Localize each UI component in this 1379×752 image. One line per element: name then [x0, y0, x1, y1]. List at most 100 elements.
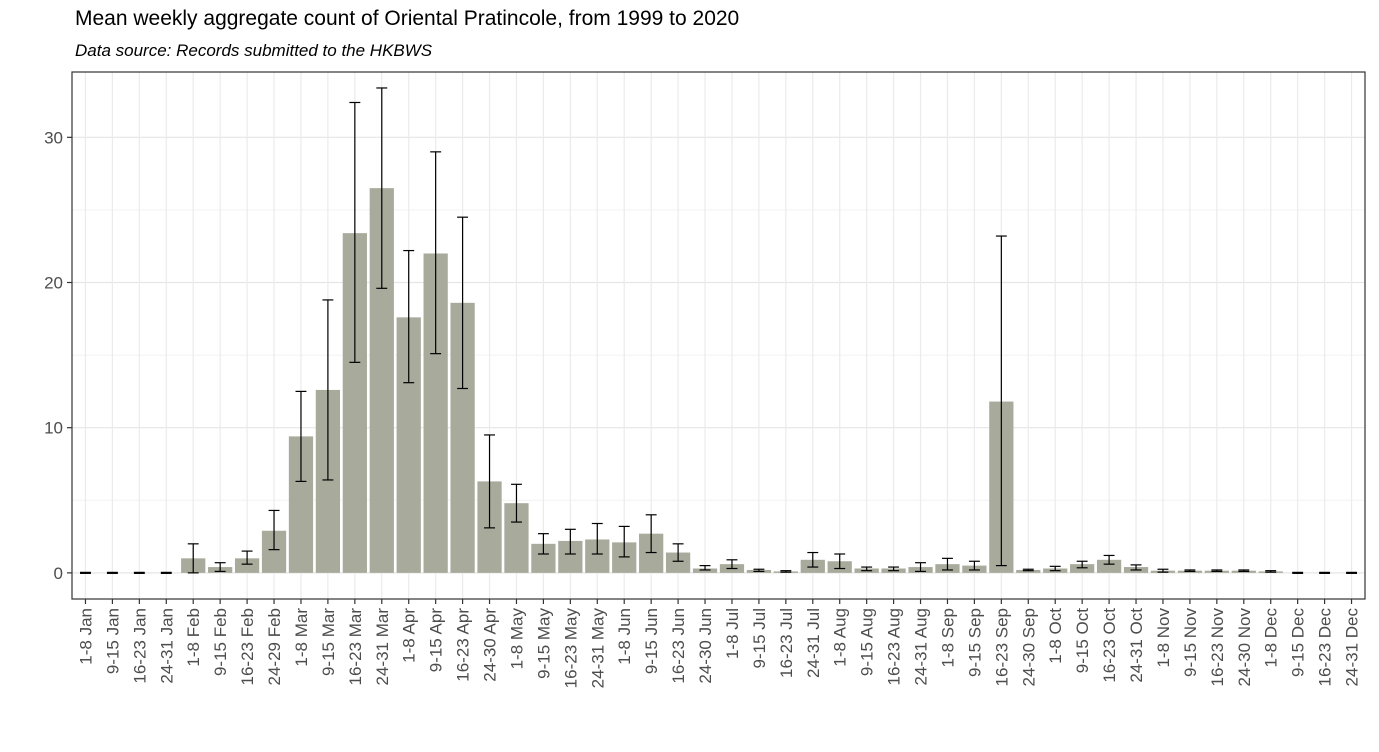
x-tick-label: 24-30 Apr	[481, 608, 500, 682]
x-tick-label: 1-8 Dec	[1262, 608, 1281, 668]
error-bar	[564, 528, 576, 555]
y-tick-label: 10	[44, 419, 63, 438]
x-tick-label: 24-30 Jun	[696, 608, 715, 684]
error-bar	[672, 543, 684, 562]
x-tick-label: 24-31 May	[588, 608, 607, 689]
error-bar	[699, 565, 711, 571]
error-bar	[403, 249, 415, 384]
error-bar	[942, 557, 953, 571]
x-tick-label: 16-23 Jul	[777, 608, 796, 678]
x-tick-label: 24-30 Nov	[1235, 608, 1254, 687]
error-bar	[1103, 554, 1115, 565]
x-tick-label: 9-15 Aug	[858, 608, 877, 676]
x-tick-label: 16-23 Dec	[1316, 608, 1335, 687]
x-tick-label: 16-23 Mar	[346, 608, 365, 686]
x-tick-label: 1-8 Sep	[938, 608, 957, 668]
x-tick-label: 16-23 Jan	[130, 608, 149, 684]
x-tick-label: 1-8 Jul	[723, 608, 742, 659]
error-bar	[915, 562, 926, 573]
error-bar	[241, 550, 253, 565]
x-tick-label: 24-31 Jul	[804, 608, 823, 678]
error-bar	[995, 235, 1007, 567]
x-tick-label: 9-15 Oct	[1073, 608, 1092, 673]
x-tick-label: 9-15 Mar	[319, 608, 338, 676]
x-tick-label: 9-15 Apr	[427, 608, 446, 673]
bar	[1016, 569, 1041, 573]
plot-background	[72, 72, 1365, 599]
error-bar	[1022, 568, 1034, 572]
x-tick-label: 16-23 Feb	[238, 608, 257, 686]
x-tick-label: 9-15 Dec	[1289, 608, 1308, 677]
x-tick-label: 24-31 Oct	[1127, 608, 1146, 683]
y-tick-label: 30	[44, 128, 63, 147]
error-bar	[457, 216, 469, 390]
error-bar	[349, 101, 361, 363]
x-tick-label: 1-8 Mar	[292, 608, 311, 667]
x-tick-label: 24-31 Aug	[912, 608, 931, 686]
bar	[1096, 559, 1122, 573]
error-bar	[214, 562, 226, 573]
x-tick-label: 9-15 Jan	[103, 608, 122, 674]
x-tick-label: 24-31 Jan	[157, 608, 176, 684]
error-bar	[511, 483, 522, 523]
error-bar	[322, 299, 334, 481]
error-bar	[753, 568, 765, 573]
x-tick-label: 24-29 Feb	[265, 608, 284, 686]
error-bar	[295, 390, 307, 483]
error-bar	[376, 87, 388, 289]
y-tick-label: 20	[44, 274, 63, 293]
x-tick-label: 24-31 Dec	[1343, 608, 1362, 687]
x-tick-label: 1-8 Feb	[184, 608, 203, 667]
error-bar	[861, 566, 873, 572]
x-axis: 1-8 Jan 9-15 Jan 16-23 Jan 24-31 Jan 1-8 Feb…	[76, 599, 1362, 689]
x-tick-label: 1-8 Jun	[615, 608, 634, 665]
x-tick-label: 1-8 May	[507, 608, 526, 670]
error-bar	[888, 566, 900, 572]
x-tick-label: 9-15 Jun	[642, 608, 661, 674]
x-tick-label: 16-23 Sep	[992, 608, 1011, 686]
x-tick-label: 9-15 Sep	[965, 608, 984, 677]
error-bar	[780, 570, 792, 573]
x-tick-label: 16-23 Jun	[669, 608, 688, 684]
x-tick-label: 9-15 Feb	[211, 608, 230, 676]
y-tick-label: 0	[54, 564, 63, 583]
x-tick-label: 9-15 Nov	[1181, 608, 1200, 677]
x-tick-label: 9-15 May	[534, 608, 553, 679]
error-bar	[268, 509, 280, 551]
error-bar	[1049, 565, 1061, 572]
minor-gridlines	[72, 209, 1365, 501]
error-bar	[726, 559, 738, 570]
chart-title: Mean weekly aggregate count of Oriental …	[75, 7, 740, 30]
error-bar	[618, 525, 630, 558]
x-tick-label: 1-8 Apr	[400, 608, 419, 663]
error-bar	[187, 543, 199, 574]
plot-panel-border	[71, 71, 1366, 600]
x-tick-label: 16-23 Apr	[454, 608, 473, 682]
x-tick-label: 1-8 Nov	[1154, 608, 1173, 668]
error-bar	[968, 560, 980, 571]
y-axis: 0 10 20 30	[44, 128, 72, 583]
error-bar	[1265, 570, 1277, 573]
x-tick-label: 16-23 May	[561, 608, 580, 689]
error-bars	[80, 87, 1357, 574]
x-tick-label: 9-15 Jul	[750, 608, 769, 668]
x-tick-label: 16-23 Aug	[885, 608, 904, 686]
x-tick-label: 1-8 Aug	[831, 608, 850, 667]
bar	[234, 558, 260, 573]
error-bar	[537, 533, 549, 555]
bar	[692, 568, 718, 573]
error-bar	[834, 553, 846, 570]
error-bar	[430, 151, 442, 355]
error-bar	[1238, 569, 1250, 573]
error-bar	[645, 514, 657, 554]
error-bar	[1211, 569, 1223, 573]
bar	[665, 552, 691, 573]
error-bar	[484, 434, 495, 529]
x-tick-label: 16-23 Nov	[1208, 608, 1227, 687]
bar	[1070, 564, 1095, 573]
error-bar	[1184, 569, 1196, 573]
x-tick-label: 24-30 Sep	[1019, 608, 1038, 686]
x-tick-label: 1-8 Jan	[76, 608, 95, 665]
x-tick-label: 24-31 Mar	[373, 608, 392, 686]
